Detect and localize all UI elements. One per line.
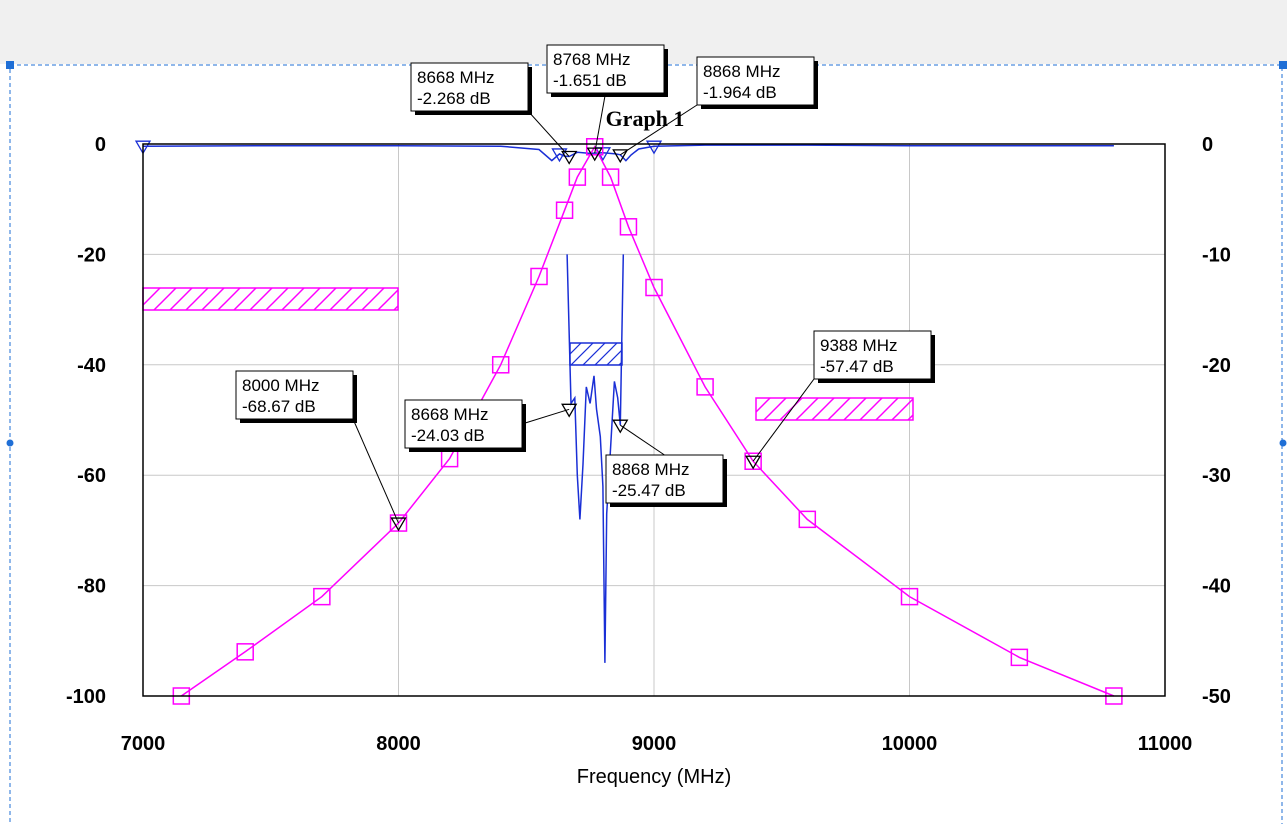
- data-point-square: [900, 587, 919, 606]
- annotation-leader: [619, 424, 665, 456]
- x-tick-label: 11000: [1138, 733, 1193, 755]
- y-tick-label-right: -50: [1202, 686, 1231, 708]
- annotation-box: [605, 454, 724, 504]
- spec-mask-left: [142, 287, 399, 311]
- marker-triangle: [561, 403, 578, 418]
- annotation-box: [813, 330, 932, 380]
- marker-triangle: [561, 150, 578, 165]
- y-tick-label-right: -40: [1202, 576, 1231, 598]
- y-tick-label-left: -100: [66, 686, 106, 708]
- marker-triangle: [390, 517, 407, 532]
- series-line-2: [180, 145, 1115, 697]
- data-point-square: [555, 201, 574, 219]
- annotation-box: [235, 370, 354, 420]
- y-tick-label-left: -20: [77, 244, 106, 266]
- annotation-level: -2.268 dB: [417, 89, 491, 108]
- annotation-leader: [620, 104, 698, 156]
- annotation-leader: [521, 408, 570, 425]
- annotation-frequency: 9388 MHz: [820, 336, 897, 355]
- annotation-level: -1.651 dB: [553, 71, 627, 90]
- y-tick-label-left: -80: [77, 576, 106, 598]
- x-axis-title: Frequency (MHz): [577, 766, 731, 788]
- selection-handle[interactable]: [1279, 439, 1287, 447]
- data-point-square: [1010, 648, 1029, 667]
- x-tick-label: 9000: [632, 733, 677, 755]
- x-tick-label: 7000: [121, 733, 166, 755]
- spec-mask-right: [755, 397, 914, 421]
- plot-frame: [142, 143, 1166, 697]
- y-tick-label-right: -10: [1202, 244, 1231, 266]
- y-tick-label-right: -30: [1202, 465, 1231, 487]
- data-point-square: [619, 218, 638, 236]
- annotation-frequency: 8000 MHz: [242, 376, 319, 395]
- annotation-frequency: 8868 MHz: [703, 62, 780, 81]
- selection-handle[interactable]: [1279, 61, 1287, 69]
- data-point-square: [585, 138, 604, 156]
- selection-frame[interactable]: [9, 64, 1283, 824]
- marker-triangle: [612, 149, 629, 164]
- annotation-leader: [752, 378, 815, 462]
- annotation-box: [696, 56, 815, 106]
- annotation-frequency: 8868 MHz: [612, 460, 689, 479]
- annotation-level: -68.67 dB: [242, 397, 316, 416]
- data-point-square: [491, 356, 510, 374]
- annotation-box: [546, 44, 665, 94]
- marker-triangle: [586, 147, 603, 162]
- annotation-leader: [594, 92, 606, 154]
- selection-handle[interactable]: [6, 439, 14, 447]
- series-line-1: [566, 254, 625, 663]
- spec-mask-passband: [569, 342, 623, 366]
- y-tick-label-right: 0: [1202, 134, 1213, 156]
- y-tick-label-right: -20: [1202, 355, 1231, 377]
- data-point-triangle: [134, 140, 152, 155]
- data-point-square: [798, 510, 817, 529]
- series-line-0: [142, 144, 1114, 162]
- annotation-box: [410, 62, 529, 112]
- data-point-square: [645, 278, 663, 297]
- annotation-leader: [352, 418, 399, 524]
- tick-labels: 7000 8000 9000 10000 11000 0 0 -20 -10 -40 -20 -60 -…: [66, 134, 1231, 755]
- annotation-level: -24.03 dB: [411, 426, 485, 445]
- x-tick-label: 10000: [882, 733, 938, 755]
- data-point-square: [568, 168, 587, 186]
- annotation-level: -25.47 dB: [612, 481, 686, 500]
- annotation-frequency: 8768 MHz: [553, 50, 630, 69]
- data-point-square: [236, 643, 254, 661]
- y-tick-label-left: -60: [77, 465, 106, 487]
- data-point-triangle: [551, 148, 568, 163]
- annotation-level: -57.47 dB: [820, 357, 894, 376]
- y-tick-label-left: 0: [95, 134, 106, 156]
- marker-triangle: [612, 419, 629, 434]
- selection-handle[interactable]: [6, 61, 14, 69]
- annotation-frequency: 8668 MHz: [417, 68, 494, 87]
- data-point-square: [696, 378, 714, 396]
- annotation-level: -1.964 dB: [703, 83, 777, 102]
- marker-triangle: [745, 455, 762, 470]
- x-tick-label: 8000: [376, 733, 421, 755]
- data-point-square: [313, 587, 331, 606]
- annotation-leader: [527, 110, 570, 157]
- chart-title: Graph 1: [606, 106, 685, 131]
- y-tick-label-left: -40: [77, 355, 106, 377]
- data-point-square: [601, 168, 620, 186]
- annotation-box: [404, 399, 523, 449]
- annotation-frequency: 8668 MHz: [411, 405, 488, 424]
- annotation-layer: 8668 MHz -2.268 dB 8768 MHz -1.651 dB 8868 M…: [235, 44, 935, 532]
- data-point-square: [530, 267, 548, 286]
- data-point-triangle: [645, 140, 663, 155]
